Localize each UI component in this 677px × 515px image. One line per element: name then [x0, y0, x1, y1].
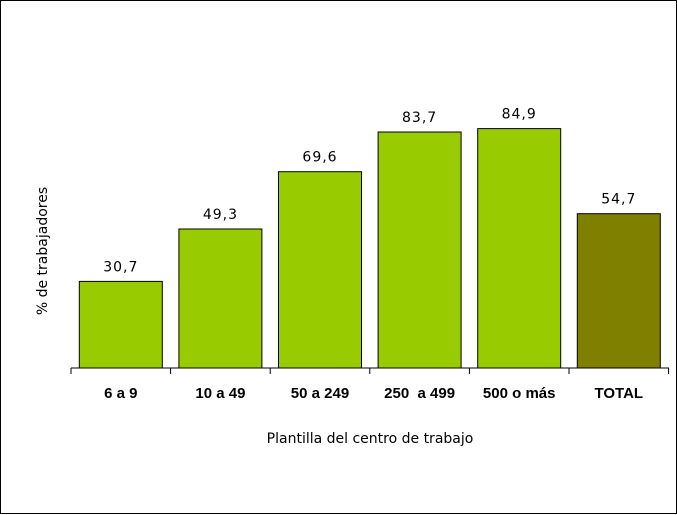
- category-label-500-o-m-s: 500 o más: [483, 385, 556, 402]
- bar-6-a-9: [78, 280, 163, 369]
- value-labels-layer: 30,7 49,3 69,6 83,7 84,9 54,7: [103, 107, 636, 276]
- category-label-6-a-9: 6 a 9: [104, 385, 137, 402]
- bar-total: [576, 213, 661, 369]
- category-label-50-a-249: 50 a 249: [291, 385, 349, 402]
- value-label-500-o-m-s: 84,9: [502, 107, 537, 123]
- bar-500-o-m-s: [477, 128, 562, 369]
- bar-10-a-49: [178, 228, 263, 369]
- value-label-6-a-9: 30,7: [103, 259, 138, 275]
- bar-50-a-249: [278, 171, 362, 369]
- x-axis-title: Plantilla del centro de trabajo: [267, 431, 474, 447]
- category-label-10-a-49: 10 a 49: [195, 385, 245, 402]
- x-axis-ticks: [70, 368, 670, 374]
- value-label-250-a-499: 83,7: [402, 110, 437, 126]
- category-label-250-a-499: 250 a 499: [384, 385, 455, 402]
- value-label-50-a-249: 69,6: [302, 150, 337, 166]
- value-label-10-a-49: 49,3: [203, 207, 238, 223]
- bars-layer: [78, 128, 661, 369]
- y-axis-title: % de trabajadores: [35, 187, 51, 315]
- value-label-total: 54,7: [601, 192, 636, 208]
- bar-250-a-499: [377, 131, 462, 369]
- category-label-total: TOTAL: [594, 385, 643, 402]
- category-labels-layer: 6 a 9 10 a 49 50 a 249 250 a 499 500 o más TO…: [104, 385, 643, 402]
